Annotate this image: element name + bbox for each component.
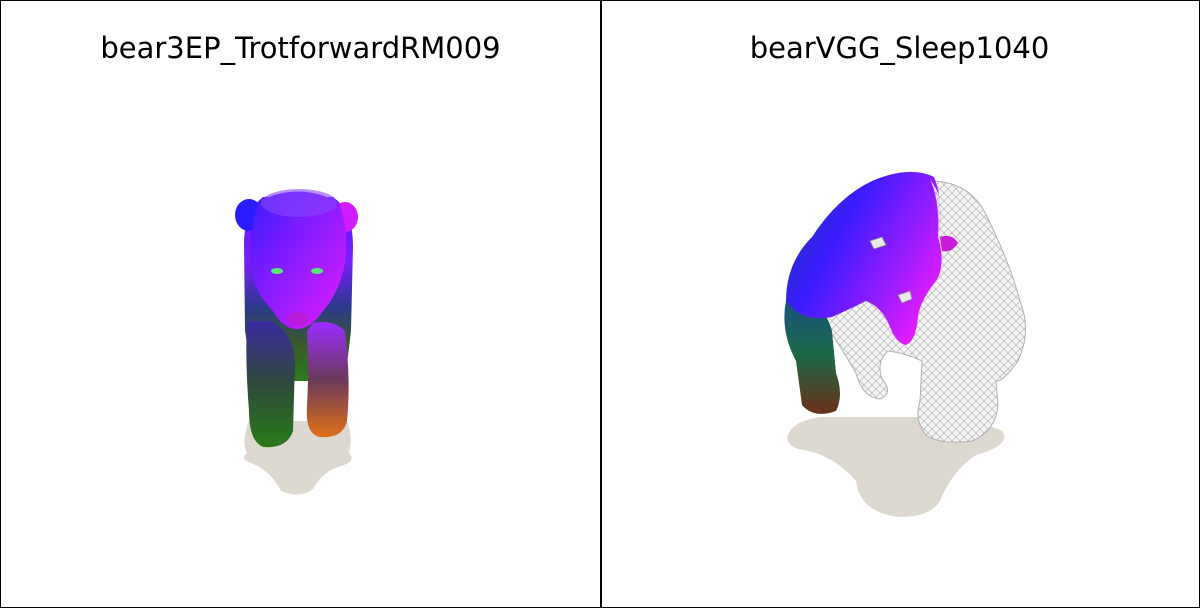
left-bear-eye	[271, 268, 283, 274]
left-bear-head	[250, 191, 347, 329]
left-panel-title: bear3EP_TrotforwardRM009	[100, 31, 501, 65]
right-bear-ear	[940, 235, 958, 252]
right-bear-eye	[897, 290, 913, 304]
right-view-panel[interactable]: bearVGG_Sleep1040	[600, 1, 1199, 607]
left-bear-left-leg	[246, 321, 295, 448]
panel-divider	[600, 1, 602, 607]
left-bear-eye	[311, 268, 323, 274]
right-bear-render	[784, 171, 1026, 517]
left-bear-nose	[288, 312, 308, 326]
left-bear-right-leg	[306, 322, 349, 438]
right-panel-title: bearVGG_Sleep1040	[749, 31, 1050, 65]
left-bear-render	[235, 189, 358, 495]
right-bear-wireframe-body	[819, 180, 1026, 443]
right-bear-front-leg	[784, 291, 840, 414]
left-view-panel[interactable]: bear3EP_TrotforwardRM009	[1, 1, 600, 607]
right-bear-eye	[869, 236, 887, 250]
